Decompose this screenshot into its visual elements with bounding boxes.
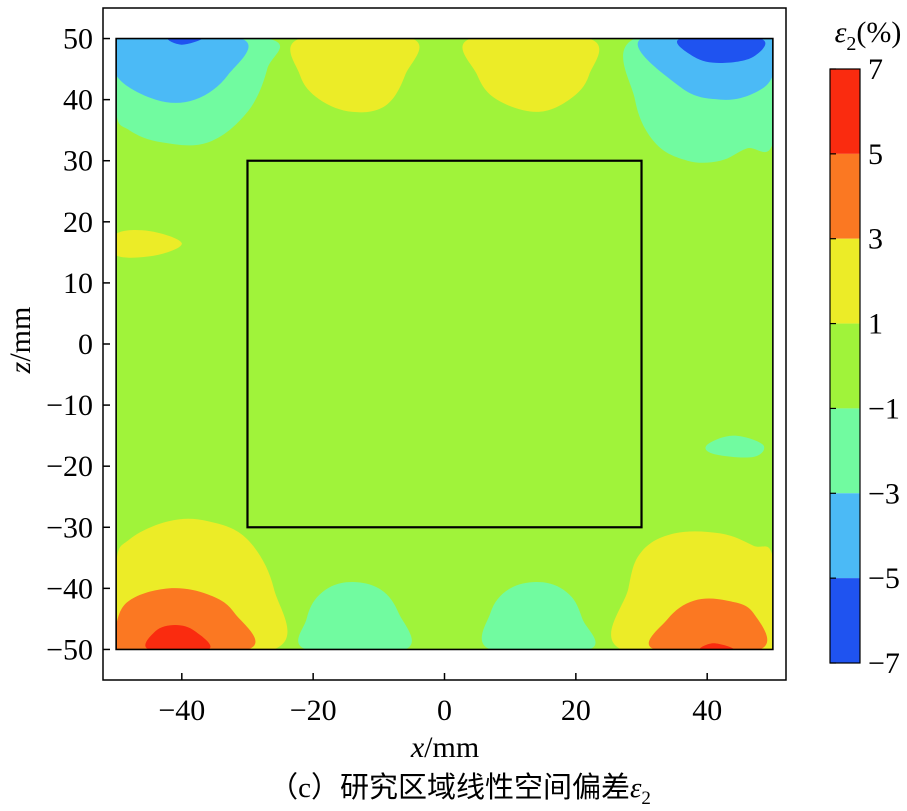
y-tick-label: 40 [63, 84, 93, 117]
y-tick-label: −20 [46, 450, 93, 483]
y-tick-label: −50 [46, 633, 93, 666]
y-tick-label: −40 [46, 572, 93, 605]
study-square [246, 159, 643, 529]
colorbar-label: 3 [868, 223, 883, 256]
colorbar-label: −7 [868, 647, 900, 680]
x-axis-ticks: −40 −20 0 20 40 [158, 673, 722, 727]
x-tick-label: −20 [290, 694, 337, 727]
y-tick-label: 0 [78, 328, 93, 361]
contour-region [116, 38, 249, 103]
colorbar-label: 5 [868, 138, 883, 171]
x-tick-label: 20 [561, 694, 591, 727]
y-tick-label: −30 [46, 511, 93, 544]
colorbar-label: 7 [868, 53, 883, 86]
colorbar-label: −3 [868, 477, 900, 510]
colorbar-title: ε2(%) [835, 16, 902, 55]
domain-border [115, 37, 774, 651]
y-tick-label: −10 [46, 389, 93, 422]
contour-region [699, 643, 734, 650]
y-tick-label: 50 [63, 23, 93, 56]
colorbar-label: −5 [868, 562, 900, 595]
contour-region [290, 38, 420, 113]
colorbar-swatch [830, 238, 860, 324]
colorbar-swatch [830, 323, 860, 409]
contour-region [648, 598, 768, 650]
colorbar-swatch [830, 69, 860, 154]
x-tick-label: −40 [158, 694, 205, 727]
figure-caption: （c）研究区域线性空间偏差ε2 [269, 771, 651, 809]
y-tick-label: 30 [63, 145, 93, 178]
contour-region [167, 38, 202, 45]
colorbar-swatch [830, 578, 860, 663]
y-tick-label: 20 [63, 206, 93, 239]
colorbar-swatch [830, 493, 860, 579]
colorbar-swatch [830, 153, 860, 239]
y-tick-label: 10 [63, 267, 93, 300]
contour-regions [116, 38, 773, 650]
colorbar-label: 1 [868, 308, 883, 341]
contour-region [116, 588, 256, 650]
contour-region [116, 230, 182, 258]
colorbar-frame [829, 68, 861, 664]
contour-region [676, 38, 766, 63]
x-axis-title: x/mm [410, 731, 479, 764]
contour-region [298, 582, 412, 650]
contour-region [462, 38, 600, 112]
x-tick-label: 40 [692, 694, 722, 727]
y-axis-ticks: 50 40 30 20 10 0 −10 −20 −30 −40 −50 [46, 23, 110, 666]
contour-region [145, 625, 211, 650]
contour-region [705, 435, 765, 458]
x-tick-label: 0 [437, 694, 452, 727]
colorbar-swatch [830, 408, 860, 494]
colorbar-label: −1 [868, 392, 900, 425]
y-axis-title: z/mm [4, 307, 37, 375]
contour-region [481, 582, 596, 650]
colorbar: 7 5 3 1 −1 −3 −5 −7 [829, 53, 900, 680]
